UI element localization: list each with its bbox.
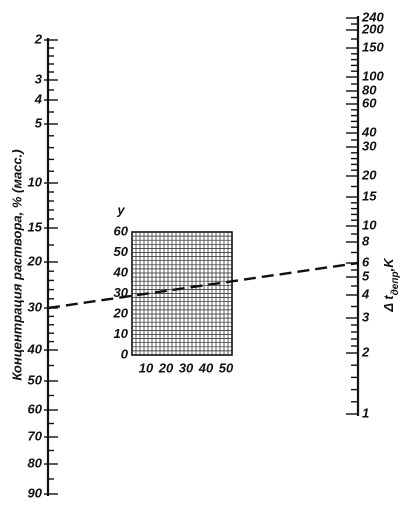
right-scale-label: 200 bbox=[361, 21, 384, 36]
right-scale-label: 2 bbox=[361, 344, 370, 359]
left-scale-label: 80 bbox=[28, 455, 43, 470]
grid-x-tick-label: 40 bbox=[198, 360, 214, 375]
right-scale-label: 5 bbox=[362, 268, 370, 283]
grid-y-tick-label: 60 bbox=[114, 223, 129, 238]
left-scale-label: 40 bbox=[27, 341, 43, 356]
right-title-main: Δ t bbox=[381, 295, 396, 313]
right-scale-label: 10 bbox=[362, 217, 377, 232]
right-title: Δ tдепр,K bbox=[381, 257, 400, 313]
right-scale-label: 100 bbox=[362, 68, 384, 83]
right-scale-label: 60 bbox=[362, 95, 377, 110]
right-scale-label: 20 bbox=[361, 167, 377, 182]
right-scale-label: 4 bbox=[361, 286, 370, 301]
left-scale-label: 30 bbox=[28, 299, 43, 314]
right-scale-label: 15 bbox=[362, 188, 377, 203]
grid-y-tick-label: 30 bbox=[114, 285, 129, 300]
grid-y-tick-label: 0 bbox=[121, 346, 129, 361]
left-scale-label: 20 bbox=[27, 253, 43, 268]
right-scale-label: 40 bbox=[361, 124, 377, 139]
right-scale-label: 30 bbox=[362, 138, 377, 153]
left-scale-label: 4 bbox=[34, 91, 43, 106]
right-scale-label: 240 bbox=[361, 9, 384, 24]
left-title: Концентрация раствора, % (масс.) bbox=[9, 149, 24, 380]
left-scale-label: 15 bbox=[28, 219, 43, 234]
grid-y-tick-label: 40 bbox=[113, 264, 129, 279]
right-scale-label: 8 bbox=[362, 233, 370, 248]
left-scale-label: 10 bbox=[28, 174, 43, 189]
grid-x-tick-label: 20 bbox=[158, 360, 174, 375]
grid-x-tick-label: 30 bbox=[179, 360, 194, 375]
right-scale-label: 150 bbox=[362, 39, 384, 54]
grid-x-tick-label: 50 bbox=[219, 360, 234, 375]
grid-y-tick-label: 50 bbox=[114, 244, 129, 259]
grid-y-tick-label: 20 bbox=[113, 305, 129, 320]
dashed-line bbox=[47, 261, 359, 310]
right-scale-label: 1 bbox=[362, 405, 369, 420]
grid-x-tick-label: 10 bbox=[139, 360, 154, 375]
right-scale-label: 6 bbox=[362, 254, 370, 269]
left-scale-label: 70 bbox=[28, 428, 43, 443]
right-title-subscript: депр bbox=[390, 271, 401, 295]
right-title-unit: ,K bbox=[381, 257, 396, 273]
left-scale-label: 5 bbox=[35, 115, 43, 130]
left-scale-label: 60 bbox=[28, 401, 43, 416]
left-scale-label: 90 bbox=[28, 485, 43, 500]
right-scale-label: 3 bbox=[362, 309, 370, 324]
right-scale-label: 80 bbox=[362, 82, 377, 97]
left-scale-label: 3 bbox=[35, 71, 43, 86]
grid-y-tick-label: 10 bbox=[114, 326, 129, 341]
left-scale-label: 2 bbox=[34, 31, 43, 46]
grid-y-label: y bbox=[116, 202, 125, 217]
left-scale-label: 50 bbox=[28, 372, 43, 387]
